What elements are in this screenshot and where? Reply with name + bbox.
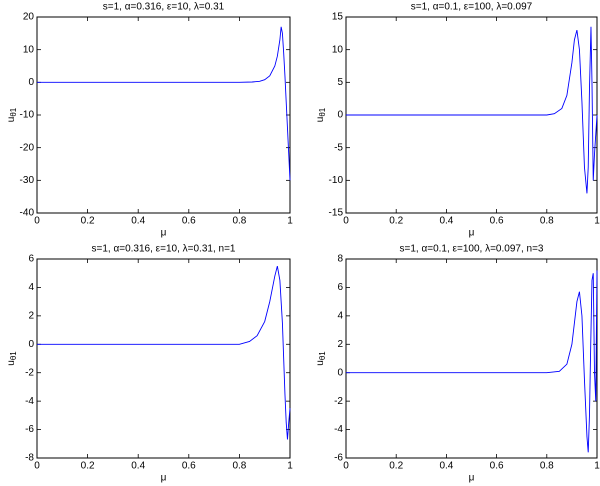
y-tick-label: 8 [337,254,343,265]
subplot-title: s=1, α=0.316, ε=10, λ=0.31, n=1 [92,244,236,255]
subplot: 0 0.2 0.4 0.6 0.8 1 -6 -4 -2 0 2 4 6 8 s=1, α=0.1, ε=1… [315,244,600,484]
x-tick-label: 0.8 [232,216,246,227]
y-axis-label-sub: θ1 [318,351,327,360]
y-axis-label: uθ1 [315,351,327,366]
x-tick-label: 0.6 [182,216,196,227]
y-axis-label: uθ1 [6,107,18,122]
subplot-title: s=1, α=0.1, ε=100, λ=0.097, n=3 [400,244,544,255]
y-tick-label: -40 [20,208,35,219]
y-tick-label: -30 [20,175,35,186]
y-tick-label: -2 [25,367,34,378]
x-tick-label: 0.4 [439,216,453,227]
x-tick-label: 0.2 [389,461,403,472]
x-axis-label: μ [469,228,475,239]
y-tick-label: 20 [23,12,35,23]
data-line [346,26,598,194]
y-axis-label: uθ1 [6,351,18,366]
x-tick-label: 1 [287,216,293,227]
x-tick-label: 0.6 [490,216,504,227]
y-axis-label-base: u [6,360,17,366]
y-tick-label: -6 [25,424,34,435]
axes-frame [345,258,598,459]
x-tick-label: 0.8 [540,461,554,472]
x-tick-label: 0.2 [81,216,95,227]
y-tick-label: -10 [329,175,344,186]
axes-frame [36,16,291,214]
subplot-title: s=1, α=0.1, ε=100, λ=0.097 [411,2,533,13]
y-tick-label: 6 [28,254,34,265]
y-axis-label: uθ1 [315,107,327,122]
y-tick-label: 0 [337,110,343,121]
x-tick-label: 0.6 [182,461,196,472]
x-tick-label: 0 [34,216,40,227]
x-tick-label: 0 [343,216,349,227]
y-axis-label-base: u [315,117,326,123]
y-tick-label: 4 [337,310,343,321]
x-tick-label: 0 [343,461,349,472]
y-tick-label: -4 [334,424,343,435]
y-tick-label: 0 [337,367,343,378]
axes-frame [36,258,291,459]
x-tick-label: 0 [34,461,40,472]
y-tick-label: 2 [28,310,34,321]
x-tick-label: 0.6 [490,461,504,472]
x-tick-label: 0.4 [131,216,145,227]
x-tick-label: 0.4 [131,461,145,472]
x-axis-label: μ [469,473,475,484]
y-tick-label: -5 [334,142,343,153]
y-tick-label: -6 [334,453,343,464]
subplot-title: s=1, α=0.316, ε=10, λ=0.31 [103,2,225,13]
x-tick-label: 1 [594,216,600,227]
subplot: 0 0.2 0.4 0.6 0.8 1 -15 -10 -5 0 5 10 15 s=1, α=0.1, … [315,2,600,239]
y-tick-label: 10 [23,44,35,55]
y-tick-label: 6 [337,282,343,293]
x-tick-label: 1 [287,461,293,472]
x-tick-label: 0.8 [540,216,554,227]
y-tick-label: 4 [28,282,34,293]
y-tick-label: -10 [20,110,35,121]
y-tick-label: 0 [28,77,34,88]
x-tick-label: 0.4 [439,461,453,472]
y-tick-label: 10 [332,44,344,55]
y-axis-label-base: u [315,360,326,366]
y-tick-label: 2 [337,339,343,350]
y-tick-label: 15 [332,12,344,23]
data-line [346,270,598,453]
x-axis-label: μ [161,473,167,484]
x-tick-label: 0.8 [232,461,246,472]
subplot: 0 0.2 0.4 0.6 0.8 1 -40 -30 -20 -10 0 10 20 s=1, α=0.… [6,2,294,239]
y-tick-label: -4 [25,396,34,407]
y-axis-label-sub: θ1 [9,351,18,360]
data-line [37,26,291,181]
x-tick-label: 0.2 [81,461,95,472]
data-line [37,265,291,440]
y-axis-label-base: u [6,117,17,123]
x-axis-label: μ [161,228,167,239]
x-tick-label: 0.2 [389,216,403,227]
subplot: 0 0.2 0.4 0.6 0.8 1 -8 -6 -4 -2 0 2 4 6 s=1, α=0.316, … [6,244,294,484]
y-tick-label: 5 [337,77,343,88]
x-tick-label: 1 [594,461,600,472]
y-tick-label: -8 [25,453,34,464]
y-tick-label: 0 [28,339,34,350]
y-axis-label-sub: θ1 [318,107,327,116]
y-tick-label: -20 [20,142,35,153]
y-tick-label: -2 [334,396,343,407]
y-tick-label: -15 [329,208,344,219]
y-axis-label-sub: θ1 [9,107,18,116]
